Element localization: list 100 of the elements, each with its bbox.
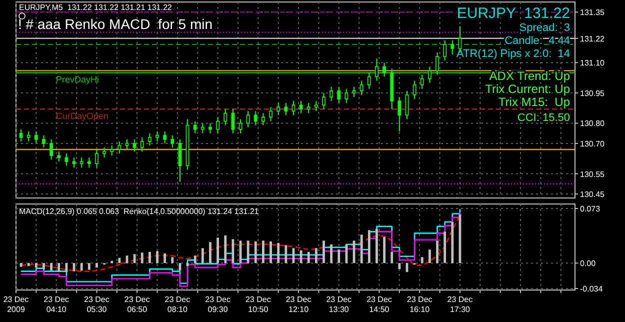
y-tick-label: 130.80 [580,119,606,128]
candlestick [80,157,84,168]
y-tick-label: 130.55 [580,170,606,179]
bar [390,252,394,264]
candlestick [34,130,38,144]
bar [156,251,158,264]
candlestick [269,106,272,122]
x-tick-label: 23 Dec 09:30 [205,295,230,314]
candlestick [102,146,106,158]
ref-line-label: CurDayOpen [56,111,109,122]
bar [277,242,280,264]
x-tick-label: 23 Dec 05:30 [84,295,110,314]
bar [96,263,98,268]
y-tick-label: 130.95 [580,88,606,98]
x-tick-label: 23 Dec 12:10 [286,295,312,314]
bar [216,238,220,264]
y-tick-label: 131.10 [580,58,606,68]
x-tick-label: 23 Dec 08:10 [164,295,190,314]
candlestick [156,130,159,142]
x-tick-label: 23 Dec 06:50 [124,295,150,314]
bar [307,252,310,264]
x-tick-label: 23 Dec 14:50 [366,295,392,314]
candlestick [200,122,204,134]
bar [80,263,83,271]
candlestick [246,110,250,128]
bar [270,241,272,264]
candlestick [163,130,167,144]
ref-line-label: PrevDayHi [56,74,100,85]
bar [232,239,234,264]
candlestick [57,151,61,162]
candlestick [64,153,68,166]
y-tick-label: 0.073 [580,204,601,214]
candlestick [428,66,432,84]
bar [420,257,424,264]
candlestick [26,130,30,142]
bar [224,235,227,264]
bar [171,257,174,264]
candlestick [19,128,23,142]
bar [201,248,204,264]
candlestick [208,122,212,134]
candlestick [367,72,371,90]
candlestick [140,136,144,152]
annotation: Spread: 3 [519,22,570,34]
bar [42,263,45,270]
bar [314,248,318,264]
candlestick [344,88,348,104]
bar [444,232,446,264]
x-tick-label: 23 Dec 10:50 [245,295,271,314]
bar [330,244,333,264]
x-tick-label: 23 Dec 2009 [3,295,29,314]
annotation: Trix M15: Up [498,95,570,109]
candlestick [299,100,303,114]
y-tick-label: 130.70 [580,139,606,148]
candlestick [110,144,114,156]
candlestick [443,40,447,62]
candlestick [231,108,235,134]
candlestick [125,138,129,150]
bar [133,254,136,264]
candlestick [216,116,220,134]
candlestick [352,86,356,98]
bar [110,260,114,264]
text: ! # aaa Renko MACD for 5 min [18,16,213,32]
bar [398,263,401,270]
bar [338,250,340,264]
candlestick [95,149,98,168]
annotation: ADX Trend: Up [489,69,570,83]
chart-subtitle: EURJPY,M5 131.22 131.22 131.21 131.22 [19,3,172,12]
bar [27,263,30,266]
candlestick [330,86,334,102]
candlestick [314,100,318,112]
x-tick-label: 23 Dec 04:10 [44,295,70,314]
candlestick [276,102,280,116]
bar [376,228,378,264]
bar [436,240,438,264]
candlestick [375,58,378,82]
candlestick [193,120,197,134]
bar [360,234,363,264]
bar [254,241,257,264]
candlestick [72,157,76,168]
x-tick-label: 23 Dec 17:30 [447,295,473,314]
bar [383,236,386,264]
annotation: CCI: 15.50 [517,112,570,124]
candlestick [436,52,439,76]
line-series [20,215,461,272]
bar [58,263,60,272]
chart-title: MACD(12,26,9) 0.065 0.063 Renko(14,0.50000000) 131.24 131.21 [19,207,260,216]
candlestick [42,134,46,148]
candlestick [382,62,386,78]
bar [368,230,370,264]
candlestick [306,102,310,114]
y-tick-label: -0.034 [580,284,604,294]
bar [209,242,212,264]
bar [140,252,144,264]
candlestick [322,92,326,110]
candlestick [262,112,265,126]
bar [246,240,250,264]
candlestick [398,96,402,132]
candlestick [284,102,288,116]
bar [428,250,431,264]
bar [118,258,121,264]
